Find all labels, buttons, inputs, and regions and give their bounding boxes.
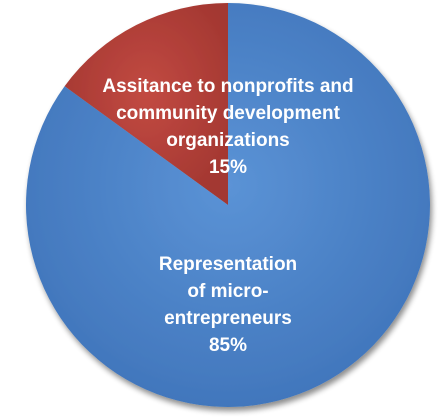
slice-label-line: entrepreneurs — [164, 308, 292, 329]
slice-label-line: of micro- — [187, 281, 268, 302]
slice-label-line: 15% — [209, 157, 247, 178]
slice-label-line: organizations — [166, 130, 290, 151]
pie-slice-representation-micro-entrepreneurs — [25, 3, 430, 407]
slice-label-representation-micro-entrepreneurs: Representation of micro-entrepreneurs 85% — [159, 254, 297, 356]
slice-label-line: community development — [116, 103, 340, 124]
slice-label-assistance-nonprofits: Assitance to nonprofits and community dev… — [102, 76, 353, 178]
slice-label-line: 85% — [209, 335, 247, 356]
slice-label-line: Assitance to nonprofits and — [102, 76, 353, 97]
slice-label-line: Representation — [159, 254, 297, 275]
pie-slice-assistance-nonprofits — [64, 3, 228, 205]
